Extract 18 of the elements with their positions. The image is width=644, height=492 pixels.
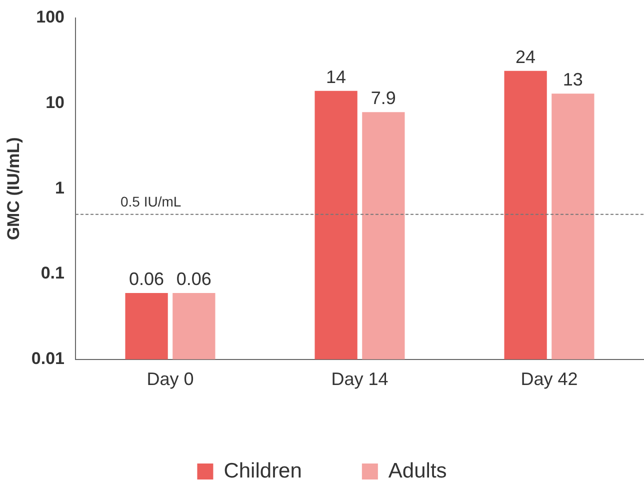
data-label: 0.06 — [129, 268, 164, 289]
y-tick-label: 0.1 — [40, 264, 64, 283]
data-label: 0.06 — [176, 268, 212, 289]
data-label: 7.9 — [370, 88, 396, 108]
legend-label: Adults — [388, 459, 447, 482]
y-tick-label: 1 — [55, 178, 64, 198]
x-tick-label: Day 42 — [520, 369, 578, 390]
x-tick-label: Day 14 — [331, 369, 388, 390]
data-label: 24 — [516, 46, 536, 67]
y-tick-label: 10 — [46, 93, 64, 112]
data-label: 14 — [326, 66, 346, 87]
legend-label: Children — [224, 459, 302, 482]
ref-line-label: 0.5 IU/mL — [120, 193, 182, 210]
x-tick-label: Day 0 — [146, 369, 194, 390]
data-label: 13 — [562, 70, 583, 90]
y-tick-label: 100 — [36, 8, 64, 27]
y-axis-title: GMC (IU/mL) — [4, 137, 23, 240]
y-tick-label: 0.01 — [31, 349, 64, 368]
